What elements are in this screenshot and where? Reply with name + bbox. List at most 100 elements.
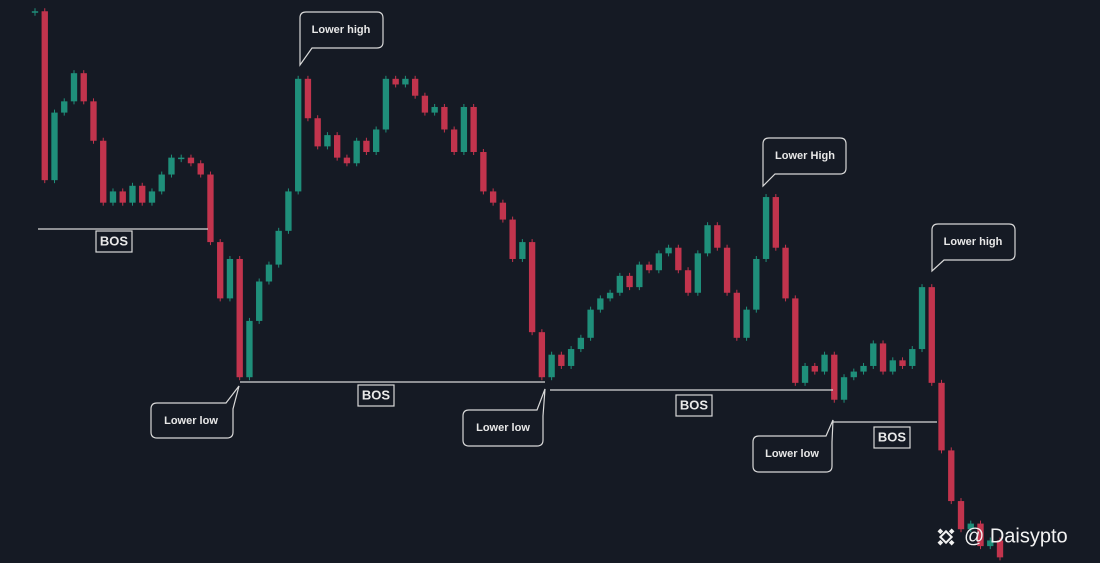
watermark: @ Daisypto bbox=[937, 525, 1068, 547]
callout: Lower High bbox=[762, 137, 847, 188]
candle-body bbox=[246, 320, 253, 378]
watermark-logo bbox=[937, 528, 955, 546]
candle-body bbox=[782, 247, 789, 299]
callout-label: Lower high bbox=[312, 24, 371, 36]
callout: Lower high bbox=[299, 11, 384, 67]
bos-box bbox=[357, 384, 395, 407]
candle-body bbox=[509, 219, 516, 259]
candle-body bbox=[899, 360, 906, 366]
candle-body bbox=[811, 365, 818, 372]
candle-body bbox=[187, 157, 195, 164]
candle-body bbox=[548, 354, 555, 378]
candle-body bbox=[538, 332, 546, 378]
candle-body bbox=[51, 112, 58, 181]
candle-body bbox=[129, 185, 136, 203]
callout-box bbox=[752, 419, 834, 473]
candle-body bbox=[909, 349, 916, 366]
candle-body bbox=[31, 11, 39, 13]
candle-body bbox=[889, 360, 896, 372]
candle-body bbox=[996, 540, 1004, 558]
candle-body bbox=[606, 292, 614, 299]
candle-body bbox=[450, 129, 458, 153]
candle-body bbox=[392, 78, 399, 85]
candle-body bbox=[197, 163, 204, 175]
candle-body bbox=[119, 191, 126, 203]
candle-body bbox=[314, 118, 321, 147]
candle-body bbox=[431, 106, 438, 113]
candle-body bbox=[948, 450, 955, 502]
candle-body bbox=[324, 135, 331, 147]
candle-body bbox=[100, 140, 107, 203]
candle-body bbox=[616, 275, 624, 293]
candle-body bbox=[363, 140, 370, 153]
candle-body bbox=[411, 78, 419, 96]
bos-label: BOS bbox=[95, 230, 133, 253]
candle-body bbox=[304, 78, 312, 119]
callout-label: Lower low bbox=[765, 448, 819, 460]
candle-body bbox=[148, 191, 156, 203]
candle-body bbox=[743, 309, 750, 338]
candle-body bbox=[382, 78, 390, 130]
candle-body bbox=[801, 365, 809, 383]
callout-box bbox=[299, 11, 384, 67]
candle-body bbox=[694, 253, 701, 293]
callout-label: Lower high bbox=[944, 236, 1003, 248]
candle-body bbox=[480, 152, 487, 192]
callout-box bbox=[762, 137, 847, 188]
candle-body bbox=[792, 298, 799, 383]
candle-body bbox=[217, 242, 224, 299]
candle-body bbox=[256, 281, 263, 321]
callout-label: Lower low bbox=[476, 422, 530, 434]
candle-body bbox=[928, 287, 935, 383]
bos-text: BOS bbox=[878, 429, 907, 444]
candle-body bbox=[178, 157, 185, 160]
callout-label: Lower High bbox=[775, 150, 835, 162]
candle-body bbox=[61, 101, 68, 113]
candle-body bbox=[645, 264, 653, 271]
candle-body bbox=[109, 191, 117, 203]
candle-body bbox=[957, 501, 965, 530]
bos-box bbox=[95, 230, 133, 253]
candle-body bbox=[402, 78, 409, 85]
callout-box bbox=[150, 385, 240, 439]
candle-body bbox=[236, 258, 243, 378]
candle-body bbox=[334, 135, 341, 158]
bos-text: BOS bbox=[680, 397, 709, 412]
bos-text: BOS bbox=[100, 233, 129, 248]
candle-body bbox=[655, 253, 663, 271]
candle-body bbox=[139, 185, 146, 203]
candle-body bbox=[723, 247, 731, 293]
candle-body bbox=[295, 78, 302, 192]
candle-body bbox=[470, 106, 477, 153]
candle-body bbox=[840, 377, 848, 400]
candle-body bbox=[977, 523, 984, 547]
candle-body bbox=[265, 264, 273, 282]
candle-body bbox=[860, 365, 867, 372]
candle-body bbox=[421, 95, 429, 113]
candle-body bbox=[353, 140, 360, 164]
candle-body bbox=[821, 354, 828, 372]
callout: Lower low bbox=[462, 388, 546, 447]
candle-body bbox=[285, 191, 292, 231]
candle-body bbox=[870, 343, 877, 366]
candle-body bbox=[70, 73, 78, 102]
callout-label: Lower low bbox=[164, 415, 218, 427]
candle-body bbox=[577, 337, 585, 350]
candle-body bbox=[626, 275, 633, 288]
callout: Lower low bbox=[752, 419, 834, 473]
candle-body bbox=[967, 523, 974, 530]
bos-lines bbox=[38, 228, 937, 423]
candle-body bbox=[528, 242, 536, 333]
candle-body bbox=[168, 157, 175, 175]
candle-body bbox=[460, 106, 468, 153]
candle-body bbox=[918, 287, 926, 350]
candle-body bbox=[675, 247, 682, 271]
callout: Lower low bbox=[150, 385, 240, 439]
candle-body bbox=[41, 11, 48, 181]
candle-body bbox=[558, 354, 565, 366]
candle-body bbox=[733, 292, 740, 338]
bos-label: BOS bbox=[675, 394, 713, 417]
candle-body bbox=[597, 298, 604, 310]
bos-text: BOS bbox=[362, 387, 391, 402]
